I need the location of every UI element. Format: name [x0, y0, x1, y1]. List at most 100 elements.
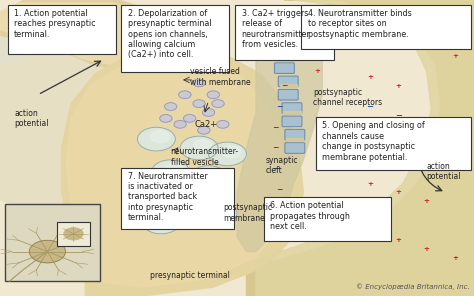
Circle shape [222, 146, 241, 157]
Circle shape [217, 120, 229, 128]
Text: neurotransmitter-
filled vesicle: neurotransmitter- filled vesicle [171, 147, 239, 167]
Text: +: + [305, 50, 311, 56]
Text: +: + [395, 83, 401, 89]
Text: +: + [424, 44, 429, 50]
FancyBboxPatch shape [274, 63, 294, 73]
Circle shape [212, 100, 224, 107]
Text: +: + [296, 33, 301, 38]
Text: Ca2+: Ca2+ [194, 120, 218, 129]
Polygon shape [0, 0, 190, 74]
Text: 1. Action potential
reaches presynaptic
terminal.: 1. Action potential reaches presynaptic … [14, 9, 96, 39]
FancyBboxPatch shape [121, 168, 234, 229]
Text: +: + [452, 255, 458, 260]
Circle shape [190, 166, 228, 189]
Polygon shape [62, 47, 303, 296]
Circle shape [151, 131, 170, 143]
Text: +: + [395, 36, 401, 41]
Text: +: + [367, 74, 373, 80]
Circle shape [193, 140, 212, 152]
Circle shape [199, 201, 237, 225]
Text: +: + [424, 246, 429, 252]
Polygon shape [286, 138, 303, 141]
Circle shape [183, 115, 196, 122]
FancyBboxPatch shape [121, 5, 229, 72]
Circle shape [203, 169, 222, 181]
Circle shape [180, 136, 218, 160]
Circle shape [0, 24, 232, 213]
Text: −: − [276, 102, 283, 111]
Text: +: + [367, 27, 373, 33]
Text: 6. Action potential
propagates through
next cell.: 6. Action potential propagates through n… [270, 201, 350, 231]
Circle shape [174, 193, 193, 205]
Text: action
potential: action potential [14, 109, 49, 128]
FancyBboxPatch shape [282, 103, 302, 113]
Polygon shape [123, 15, 199, 53]
FancyBboxPatch shape [274, 49, 294, 60]
Circle shape [198, 126, 210, 134]
FancyBboxPatch shape [278, 76, 298, 87]
Polygon shape [66, 59, 284, 287]
Text: −: − [452, 129, 458, 138]
Polygon shape [283, 111, 301, 114]
Polygon shape [280, 84, 297, 87]
Polygon shape [237, 36, 322, 252]
Text: −: − [395, 152, 401, 161]
Text: 5. Opening and closing of
channels cause
change in postsynaptic
membrane potenti: 5. Opening and closing of channels cause… [322, 121, 425, 162]
Circle shape [29, 240, 65, 263]
FancyBboxPatch shape [301, 5, 471, 49]
Circle shape [193, 79, 205, 87]
Text: −: − [281, 206, 288, 215]
FancyBboxPatch shape [8, 5, 116, 54]
Text: 2. Depolarization of
presynaptic terminal
opens ion channels,
allowing calcium
(: 2. Depolarization of presynaptic termina… [128, 9, 211, 59]
FancyBboxPatch shape [282, 116, 302, 127]
Circle shape [202, 109, 215, 116]
Text: −: − [395, 111, 401, 120]
FancyBboxPatch shape [285, 143, 305, 153]
Text: +: + [395, 237, 401, 243]
Text: © Encyclopædia Britannica, Inc.: © Encyclopædia Britannica, Inc. [356, 283, 469, 290]
Polygon shape [0, 3, 175, 68]
Circle shape [174, 120, 186, 128]
Text: −: − [366, 102, 373, 111]
Text: 4. Neurotransmitter binds
to receptor sites on
postsynaptic membrane.: 4. Neurotransmitter binds to receptor si… [308, 9, 412, 39]
Circle shape [64, 228, 83, 240]
FancyBboxPatch shape [316, 117, 471, 170]
Circle shape [160, 115, 172, 122]
Circle shape [155, 214, 174, 226]
FancyBboxPatch shape [5, 204, 100, 281]
Circle shape [193, 100, 205, 107]
Text: −: − [272, 164, 278, 173]
Circle shape [142, 210, 180, 234]
Circle shape [179, 91, 191, 99]
Text: postsynaptic
channel receptors: postsynaptic channel receptors [313, 88, 382, 107]
Text: action
potential: action potential [427, 162, 461, 181]
FancyBboxPatch shape [264, 197, 391, 241]
Text: postsynaptic
membrane: postsynaptic membrane [223, 203, 272, 223]
Circle shape [0, 50, 213, 216]
Text: +: + [424, 198, 429, 204]
Text: 3. Ca2+ triggers
release of
neurotransmitter
from vesicles.: 3. Ca2+ triggers release of neurotransmi… [242, 9, 310, 49]
Circle shape [165, 163, 184, 175]
Polygon shape [256, 0, 474, 296]
Circle shape [152, 160, 190, 184]
Text: +: + [367, 181, 373, 186]
Circle shape [207, 91, 219, 99]
Polygon shape [90, 133, 237, 225]
Text: +: + [452, 53, 458, 59]
Text: −: − [366, 144, 373, 152]
Text: −: − [272, 144, 278, 152]
Text: −: − [281, 81, 288, 90]
Text: +: + [315, 68, 320, 74]
Text: presynaptic terminal: presynaptic terminal [150, 271, 229, 280]
Text: +: + [395, 189, 401, 195]
Text: −: − [276, 185, 283, 194]
Circle shape [212, 205, 231, 217]
Text: vesicle fused
with membrane: vesicle fused with membrane [190, 67, 250, 87]
Text: −: − [272, 123, 278, 132]
Circle shape [164, 103, 177, 110]
Text: +: + [367, 228, 373, 234]
Circle shape [209, 142, 246, 166]
Circle shape [137, 127, 175, 151]
FancyBboxPatch shape [235, 5, 334, 60]
Circle shape [161, 189, 199, 213]
